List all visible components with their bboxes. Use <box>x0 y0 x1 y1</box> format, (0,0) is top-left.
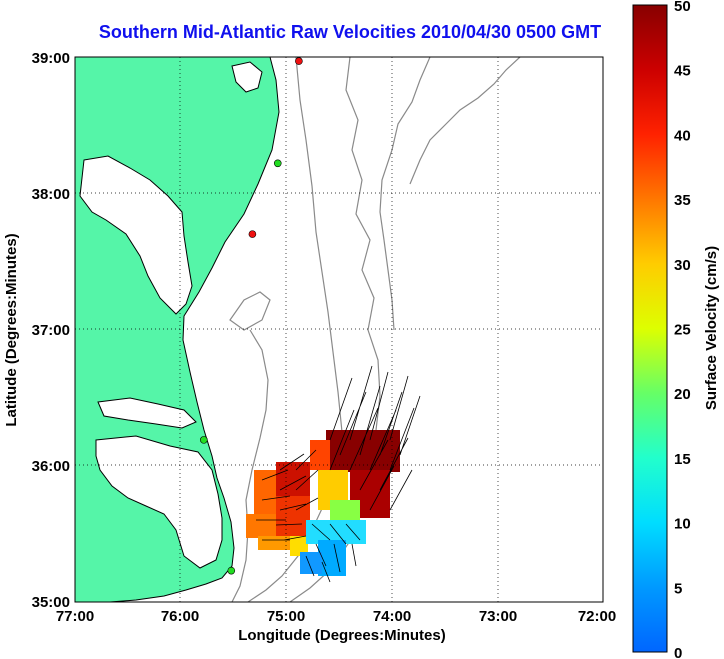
map-title: Southern Mid-Atlantic Raw Velocities 201… <box>98 22 602 42</box>
colorbar-tick-label: 10 <box>674 516 691 533</box>
map-plot-area <box>75 57 603 602</box>
y-tick-label: 38:00 <box>32 186 70 203</box>
colorbar-gradient <box>632 4 668 653</box>
velocity-vectors <box>256 365 421 583</box>
y-tick-label: 36:00 <box>32 458 70 475</box>
grid-lines <box>75 57 603 602</box>
pamlico-sound <box>95 435 223 569</box>
y-axis: 39:00 38:00 37:00 36:00 35:00 Latitude (… <box>3 50 70 611</box>
radar-station-marker <box>227 566 236 575</box>
colorbar-tick-label: 0 <box>674 645 682 659</box>
colorbar-tick-label: 30 <box>674 257 691 274</box>
y-tick-label: 37:00 <box>32 322 70 339</box>
y-axis-label: Latitude (Degrees:Minutes) <box>3 233 20 426</box>
chesapeake-bay <box>79 155 193 315</box>
y-tick-label: 39:00 <box>32 50 70 67</box>
radar-station-marker <box>200 436 208 444</box>
x-axis: 77:00 76:00 75:00 74:00 73:00 72:00 Long… <box>56 608 616 644</box>
colorbar-label: Surface Velocity (cm/s) <box>703 246 720 410</box>
albemarle-sound <box>97 397 197 429</box>
radar-station-marker <box>295 57 303 65</box>
x-tick-label: 73:00 <box>479 608 517 625</box>
plot-frame <box>74 56 604 603</box>
x-tick-label: 76:00 <box>161 608 199 625</box>
colorbar-tick-label: 15 <box>674 451 691 468</box>
delaware-bay <box>231 61 263 93</box>
colorbar-tick-label: 25 <box>674 322 691 339</box>
colorbar-tick-label: 45 <box>674 63 691 80</box>
colorbar-tick-label: 5 <box>674 580 682 597</box>
x-tick-label: 72:00 <box>578 608 616 625</box>
x-axis-label: Longitude (Degrees:Minutes) <box>238 627 446 644</box>
x-tick-label: 77:00 <box>56 608 94 625</box>
x-tick-label: 75:00 <box>267 608 305 625</box>
bathymetry-contours <box>229 57 521 602</box>
x-tick-label: 74:00 <box>373 608 411 625</box>
velocity-field <box>246 365 421 583</box>
radar-station-marker <box>273 159 282 168</box>
colorbar-tick-label: 20 <box>674 386 691 403</box>
radar-station-marker <box>248 230 257 238</box>
colorbar-tick-label: 40 <box>674 127 691 144</box>
colorbar-tick-label: 50 <box>674 0 691 15</box>
colorbar-tick-label: 35 <box>674 192 691 209</box>
y-tick-label: 35:00 <box>32 594 70 611</box>
station-markers <box>200 57 303 575</box>
